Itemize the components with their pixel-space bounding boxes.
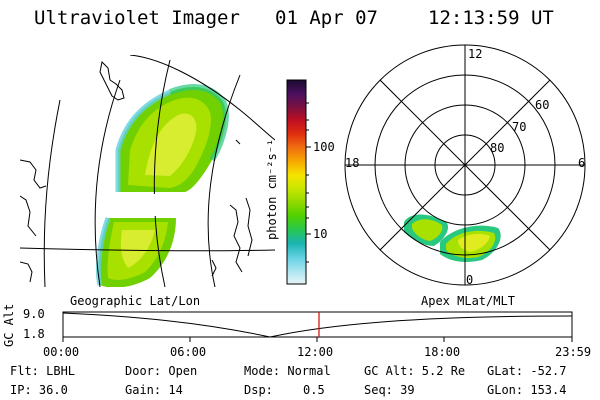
dsp-status-value: 0.5 — [303, 383, 325, 397]
colorbar-label-100: 100 — [313, 140, 335, 154]
polar-plot — [344, 44, 586, 286]
mlt-line-diag-2 — [379, 79, 551, 251]
x-label-1800: 18:00 — [424, 345, 461, 359]
x-label-0000: 00:00 — [43, 345, 80, 359]
timeline-frame — [62, 311, 573, 338]
time-label: 12:13:59 UT — [428, 7, 554, 29]
data-gap — [105, 194, 183, 216]
geo-grid-lines — [20, 55, 275, 287]
mlt-label-18: 18 — [345, 156, 360, 170]
dsp-status-label: Dsp: — [244, 383, 273, 397]
mlt-label-6: 6 — [578, 156, 586, 170]
polar-aurora — [404, 214, 501, 262]
x-label-1200: 12:00 — [297, 345, 334, 359]
gc-alt-axis-label: GC Alt — [2, 303, 16, 347]
timeline-plot — [62, 311, 573, 342]
mlt-label-12: 12 — [468, 47, 483, 61]
colorbar-label-10: 10 — [313, 227, 328, 241]
aurora-upper — [115, 83, 229, 192]
colorbar — [286, 79, 311, 285]
x-label-0600: 06:00 — [170, 345, 207, 359]
mlt-label-0: 0 — [466, 273, 474, 287]
mlat-label-80: 80 — [490, 141, 505, 155]
instrument-title: Ultraviolet Imager — [34, 7, 240, 29]
mlat-label-60: 60 — [535, 98, 550, 112]
polar-grid — [344, 44, 586, 286]
colorbar-unit-label: photon cm⁻²s⁻¹ — [265, 138, 279, 240]
glat-status: GLat: -52.7 — [487, 364, 567, 378]
gc-alt-curve — [62, 312, 573, 338]
timeline-ticks — [62, 337, 573, 342]
seq-status: Seq: 39 — [364, 383, 415, 397]
apex-panel-title: Apex MLat/MLT — [421, 294, 515, 308]
aurora-lower — [95, 217, 176, 287]
ip-status: IP: 36.0 — [10, 383, 68, 397]
mlat-label-70: 70 — [512, 120, 527, 134]
coastlines — [20, 60, 253, 283]
door-status: Door: Open — [125, 364, 198, 378]
glon-status: GLon: 153.4 — [487, 383, 567, 397]
filter-status: Flt: LBHL — [10, 364, 76, 378]
gc-alt-status: GC Alt: 5.2 Re — [364, 364, 466, 378]
geographic-map — [20, 55, 275, 287]
mode-status: Mode: Normal — [244, 364, 331, 378]
x-label-2359: 23:59 — [555, 345, 592, 359]
y-label-max: 9.0 — [23, 307, 45, 321]
gain-status: Gain: 14 — [125, 383, 183, 397]
geo-panel-title: Geographic Lat/Lon — [70, 294, 201, 308]
date-label: 01 Apr 07 — [275, 7, 378, 29]
y-label-min: 1.8 — [23, 327, 45, 341]
colorbar-frame — [286, 79, 307, 285]
colorbar-scale — [287, 80, 306, 284]
